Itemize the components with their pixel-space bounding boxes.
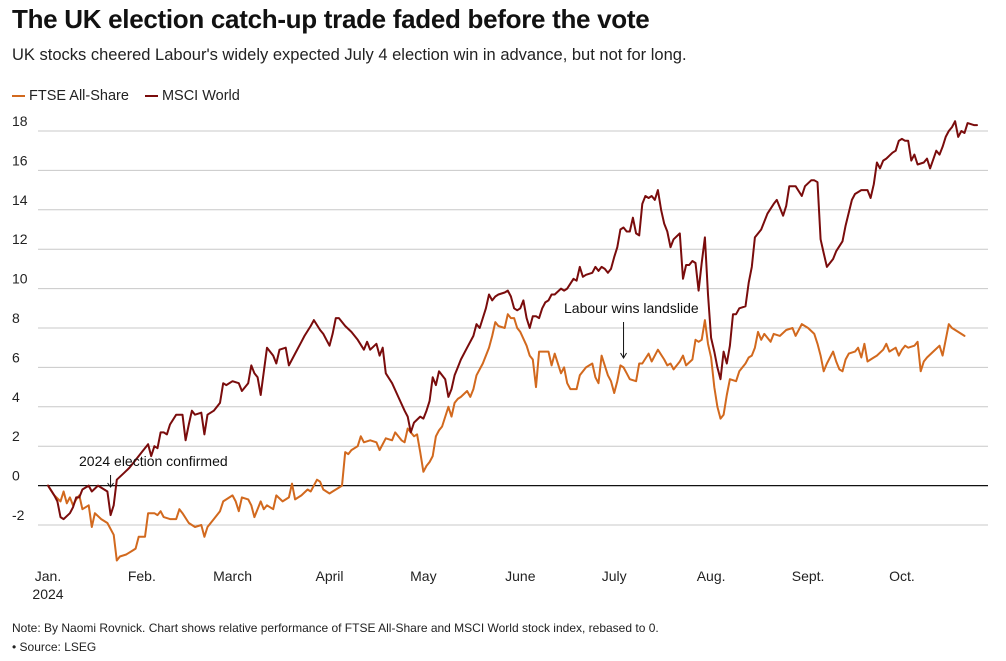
x-tick-label: Sept. bbox=[792, 568, 825, 584]
annotation-labour-wins: Labour wins landslide bbox=[564, 300, 699, 316]
y-tick-label: 14 bbox=[12, 192, 28, 208]
y-tick-label: 2 bbox=[12, 428, 20, 444]
x-tick-label: Jan. bbox=[35, 568, 61, 584]
legend-item-msci: MSCI World bbox=[144, 88, 240, 104]
y-tick-label: 16 bbox=[12, 152, 28, 168]
x-tick-label: Aug. bbox=[697, 568, 726, 584]
chart-note: Note: By Naomi Rovnick. Chart shows rela… bbox=[12, 621, 659, 635]
annotation-arrow-head bbox=[620, 352, 627, 359]
legend: FTSE All-Share MSCI World bbox=[12, 88, 252, 104]
x-tick-label: June bbox=[505, 568, 536, 584]
chart-subtitle: UK stocks cheered Labour's widely expect… bbox=[12, 46, 687, 64]
y-tick-label: 12 bbox=[12, 231, 28, 247]
annotation-arrow-head bbox=[107, 482, 114, 488]
y-tick-label: 10 bbox=[12, 271, 28, 287]
annotation-election-confirmed: 2024 election confirmed bbox=[79, 453, 228, 469]
x-tick-label: March bbox=[213, 568, 252, 584]
x-tick-label: Feb. bbox=[128, 568, 156, 584]
y-tick-label: 8 bbox=[12, 310, 20, 326]
y-tick-label: 0 bbox=[12, 468, 20, 484]
chart-title: The UK election catch-up trade faded bef… bbox=[12, 4, 650, 34]
x-tick-sublabel: 2024 bbox=[32, 586, 63, 602]
legend-swatch-ftse bbox=[12, 95, 25, 98]
legend-label-msci: MSCI World bbox=[161, 88, 240, 104]
chart-source: • Source: LSEG bbox=[12, 640, 97, 654]
legend-swatch-msci bbox=[144, 95, 158, 98]
y-tick-label: -2 bbox=[12, 507, 25, 523]
x-tick-label: April bbox=[316, 568, 344, 584]
series-line-msci bbox=[47, 120, 978, 521]
y-tick-label: 6 bbox=[12, 349, 20, 365]
x-tick-label: July bbox=[602, 568, 627, 584]
legend-item-ftse: FTSE All-Share bbox=[12, 88, 129, 104]
x-tick-label: Oct. bbox=[889, 568, 915, 584]
x-tick-label: May bbox=[410, 568, 436, 584]
y-tick-label: 4 bbox=[12, 389, 20, 405]
y-tick-label: 18 bbox=[12, 113, 28, 129]
series-line-ftse bbox=[47, 313, 966, 562]
legend-label-ftse: FTSE All-Share bbox=[29, 88, 129, 104]
